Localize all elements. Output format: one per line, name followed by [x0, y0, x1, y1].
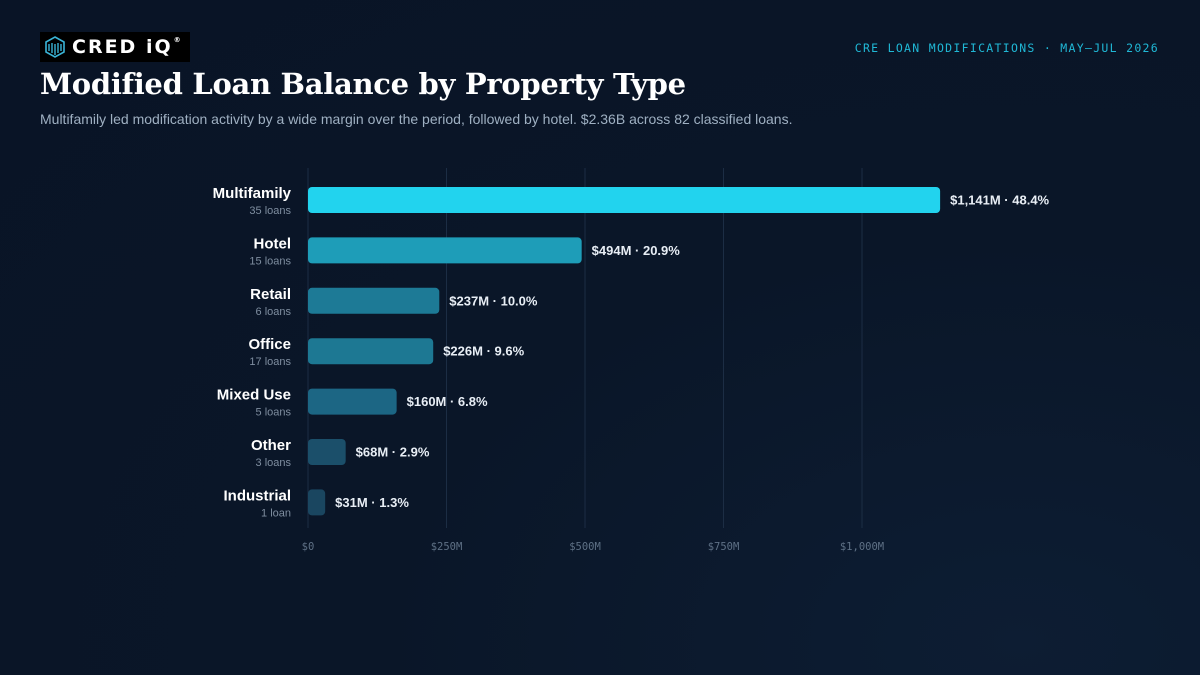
category-label: Office	[248, 336, 291, 353]
bar-retail	[308, 287, 440, 314]
category-loan-count: 3 loans	[256, 457, 292, 469]
category-label: Industrial	[223, 487, 291, 504]
x-tick-label: $1,000M	[840, 541, 884, 553]
category-loan-count: 5 loans	[256, 407, 292, 419]
bar-value-label: $160M · 6.8%	[407, 394, 488, 409]
category-loan-count: 6 loans	[256, 306, 292, 318]
bar-value-label: $68M · 2.9%	[356, 445, 430, 460]
brand-logo: CRED iQ®	[40, 32, 190, 62]
category-label: Hotel	[254, 235, 292, 252]
bar-value-label: $31M · 1.3%	[335, 495, 409, 510]
category-loan-count: 1 loan	[261, 507, 291, 519]
bar-value-label: $237M · 10.0%	[449, 293, 538, 308]
chart-subtitle: Multifamily led modification activity by…	[40, 111, 793, 127]
category-label: Other	[251, 437, 291, 454]
category-loan-count: 15 loans	[249, 255, 291, 267]
bar-hotel	[308, 237, 582, 264]
bar-value-label: $226M · 9.6%	[443, 344, 524, 359]
category-label: Mixed Use	[217, 387, 291, 404]
registered-mark: ®	[173, 36, 181, 44]
bar-mixed-use	[308, 388, 397, 415]
category-label: Retail	[250, 286, 291, 303]
category-loan-count: 17 loans	[249, 356, 291, 368]
category-label: Multifamily	[213, 185, 292, 202]
bar-other	[308, 439, 346, 465]
cube-logo-icon	[45, 36, 65, 58]
chart-title: Modified Loan Balance by Property Type	[40, 67, 686, 101]
x-tick-label: $750M	[708, 541, 740, 553]
brand-name: CRED iQ®	[72, 36, 181, 58]
bar-office	[308, 338, 434, 365]
bar-value-label: $1,141M · 48.4%	[950, 193, 1049, 208]
report-kicker: CRE LOAN MODIFICATIONS · MAY–JUL 2026	[854, 41, 1159, 55]
bar-industrial	[308, 489, 326, 516]
bar-multifamily	[308, 187, 941, 213]
x-tick-label: $500M	[569, 541, 601, 553]
x-tick-label: $0	[302, 541, 315, 553]
category-loan-count: 35 loans	[249, 205, 291, 217]
x-tick-label: $250M	[431, 541, 463, 553]
bar-value-label: $494M · 20.9%	[592, 243, 681, 258]
